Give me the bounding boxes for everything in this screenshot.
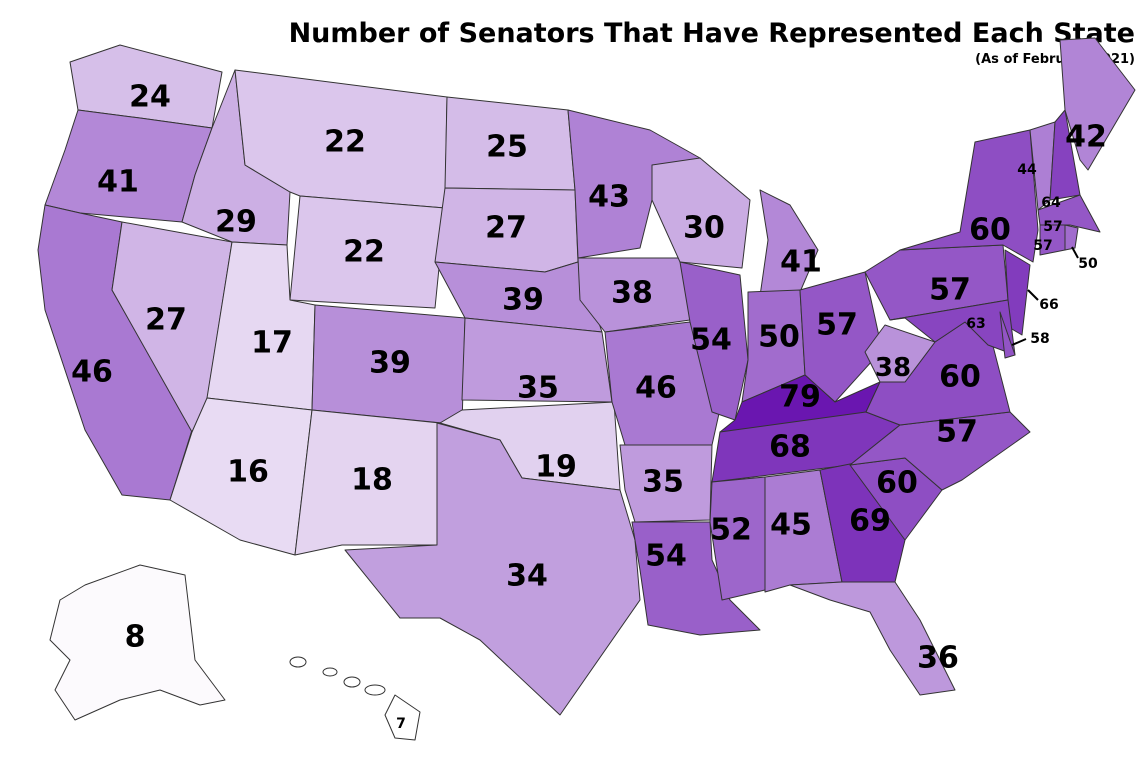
state-label-HI: 7 [396,716,406,732]
state-label-AZ: 16 [227,455,269,490]
state-label-WV: 38 [875,353,911,383]
leader-line-NJ [1027,289,1039,301]
state-label-MO: 46 [635,371,677,406]
state-AR [619,444,713,523]
state-WI [651,157,751,269]
state-IA [577,257,691,333]
state-label-GA: 69 [849,504,891,539]
state-label-DE: 58 [1030,331,1049,347]
state-label-NE: 39 [502,283,544,318]
state-label-TX: 34 [506,559,548,594]
state-label-FL: 36 [917,641,959,676]
state-label-KY: 79 [779,380,821,415]
state-label-NV: 27 [145,303,187,338]
state-LA [631,521,761,636]
state-label-OH: 57 [816,308,858,343]
state-label-LA: 54 [645,539,687,574]
state-WV [864,324,936,383]
state-WY [289,195,446,309]
state-label-RI: 50 [1078,256,1098,272]
state-label-OR: 41 [97,165,139,200]
state-label-TN: 68 [769,430,811,465]
state-label-MI: 41 [780,245,822,280]
state-label-CA: 46 [71,355,113,390]
state-PA [864,244,1009,321]
state-MN [567,109,701,259]
state-NY [899,129,1039,263]
state-RI [1064,224,1079,251]
state-OH [799,271,883,403]
state-label-CT: 57 [1033,238,1052,254]
state-label-NY: 60 [969,213,1011,248]
state-HI [384,694,421,741]
state-HI-island [343,676,361,688]
state-label-OK: 19 [535,450,577,485]
state-label-MD: 63 [966,316,985,332]
state-FL [789,581,956,696]
state-label-NJ: 66 [1039,297,1058,313]
state-label-MA: 57 [1043,219,1062,235]
state-label-VT: 44 [1017,162,1037,178]
state-HI-island [322,667,338,677]
state-ME [1059,37,1136,171]
state-HI-island [364,684,386,696]
state-MS [709,476,766,601]
state-AK [49,564,226,721]
state-TX [344,422,641,716]
state-NM [294,409,441,556]
state-label-AL: 45 [770,508,812,543]
state-label-NH: 64 [1041,195,1061,211]
state-label-MN: 43 [588,180,630,215]
map-title: Number of Senators That Have Represented… [288,18,1135,49]
state-HI-island [289,656,307,668]
state-label-AK: 8 [125,620,146,655]
state-label-VA: 60 [939,360,981,395]
state-label-WI: 30 [683,211,725,246]
state-label-IN: 50 [758,320,800,355]
state-label-ME: 42 [1065,120,1107,155]
state-MD [889,299,1016,356]
state-label-ND: 25 [486,130,528,165]
state-label-IL: 54 [690,323,732,358]
leader-line-RI [1071,246,1079,259]
state-label-WA: 24 [129,80,171,115]
state-label-IA: 38 [611,276,653,311]
state-label-UT: 17 [251,326,293,361]
state-label-CO: 39 [369,346,411,381]
state-label-SC: 60 [876,466,918,501]
state-label-WY: 22 [343,235,385,270]
state-DE [999,311,1016,359]
state-label-KS: 35 [517,371,559,406]
state-label-SD: 27 [485,211,527,246]
state-MI [759,189,819,297]
state-label-ID: 29 [215,205,257,240]
state-MA [1037,194,1101,233]
state-label-NC: 57 [936,415,978,450]
state-label-MT: 22 [324,125,366,160]
state-label-NM: 18 [351,463,393,498]
leader-line-DE [1011,338,1027,346]
state-label-MS: 52 [710,513,752,548]
state-label-PA: 57 [929,273,971,308]
state-label-AR: 35 [642,465,684,500]
